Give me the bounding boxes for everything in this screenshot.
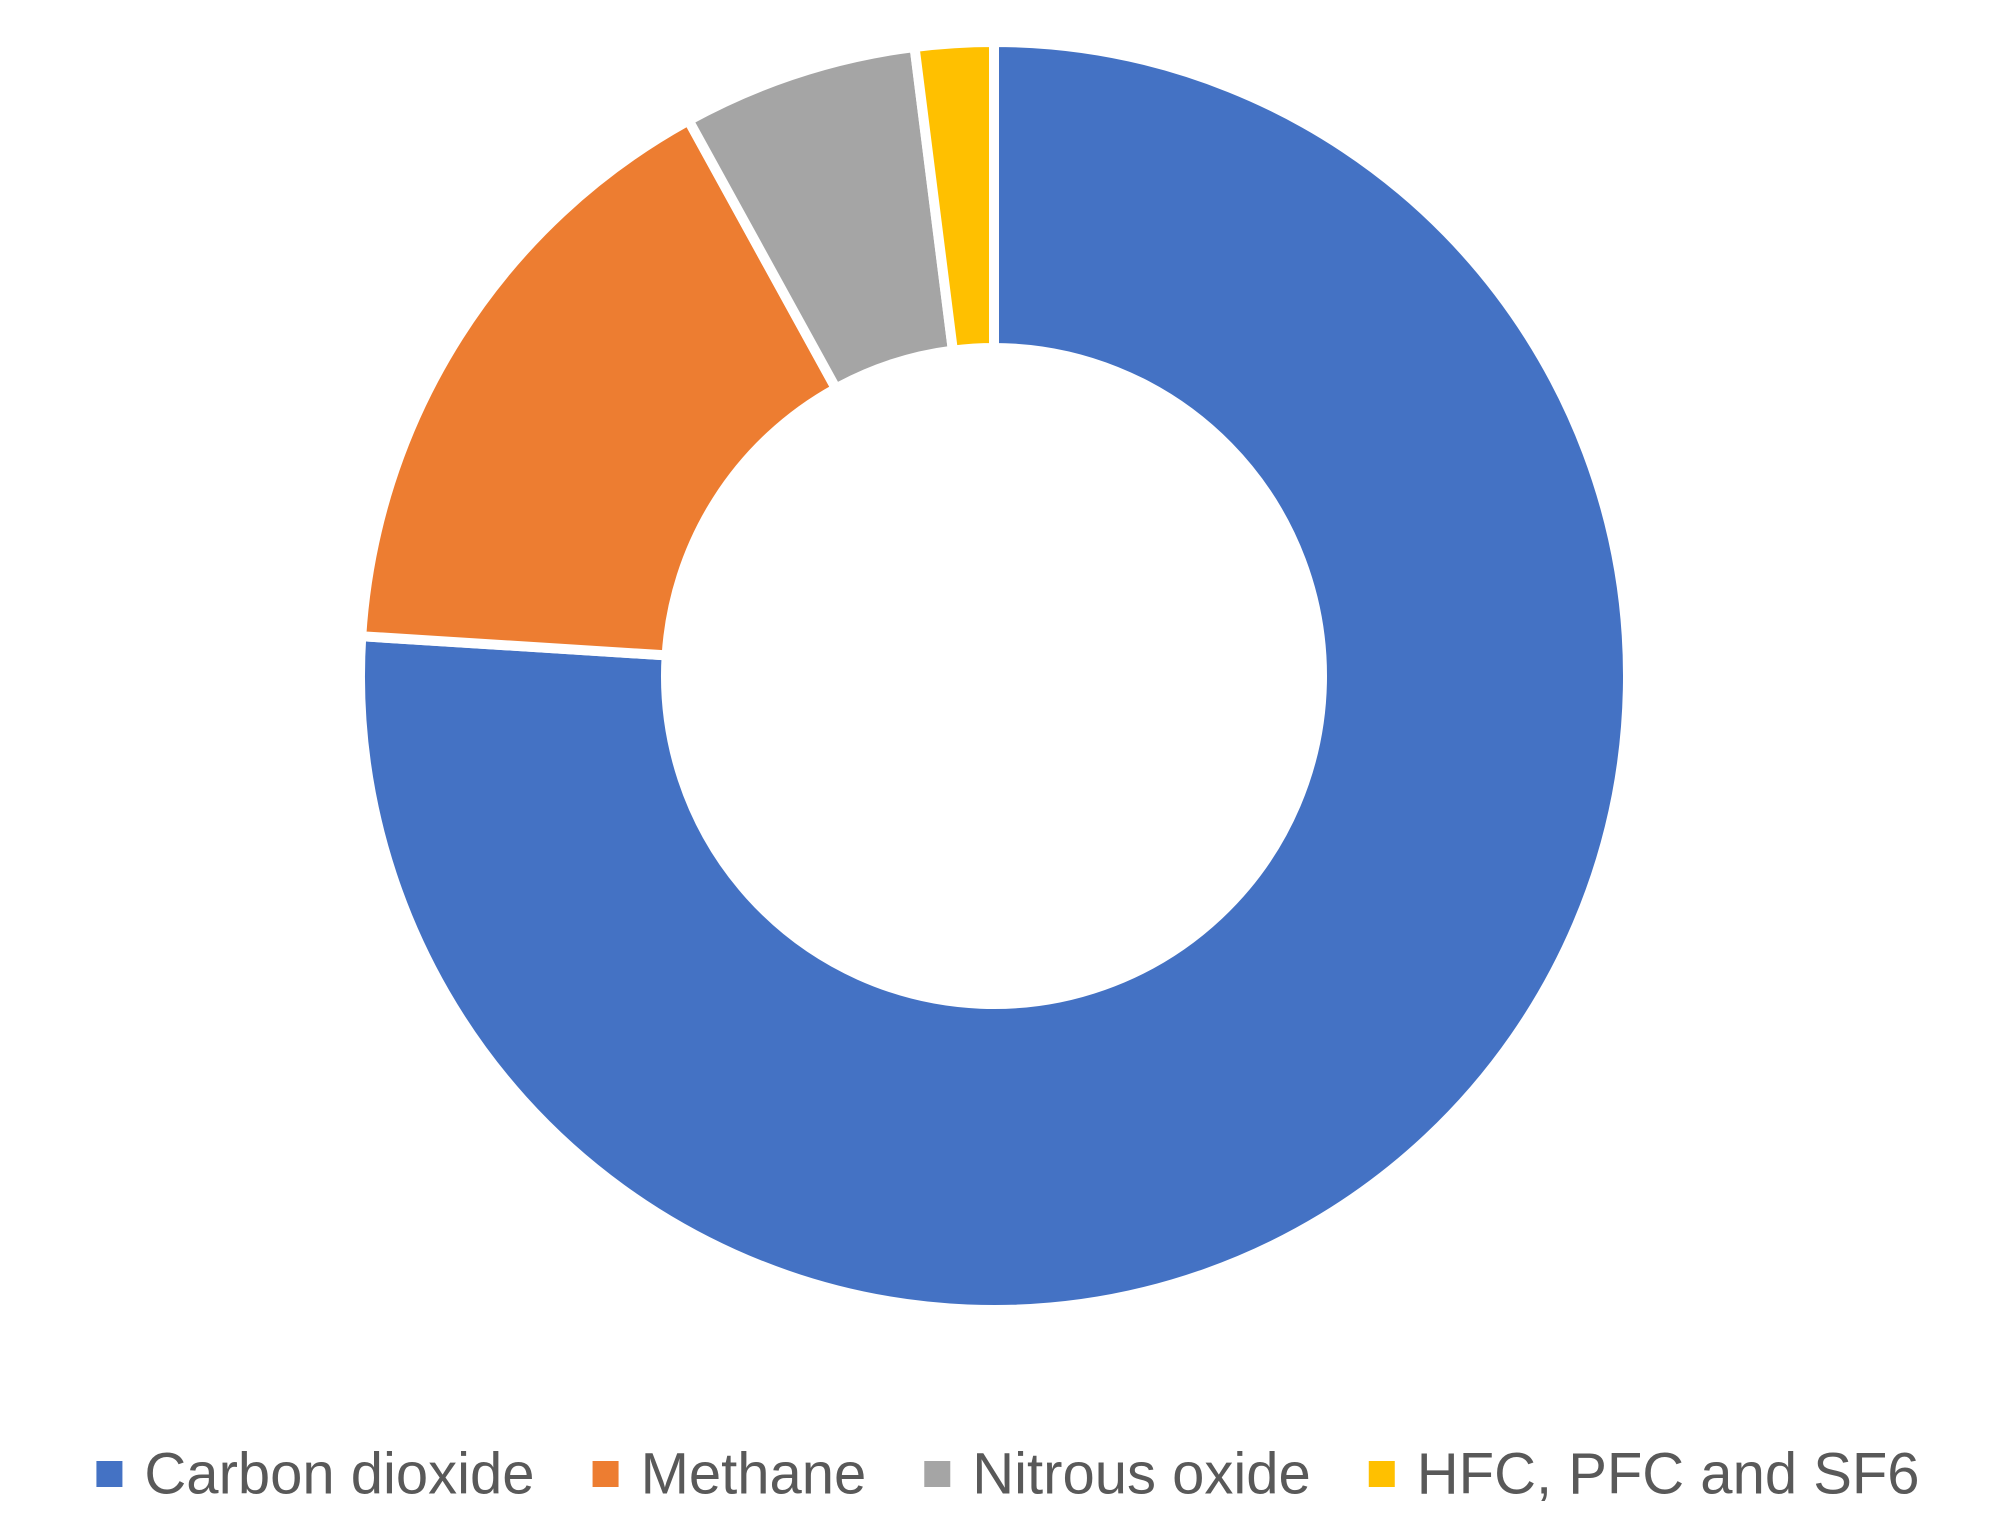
slice-carbon-dioxide xyxy=(355,36,1633,1315)
donut-slices xyxy=(355,36,1633,1315)
chart-legend: Carbon dioxide Methane Nitrous oxide HFC, P… xyxy=(96,1442,1920,1507)
legend-swatch-nitrous-oxide xyxy=(924,1461,951,1487)
legend-swatch-methane xyxy=(592,1461,619,1487)
legend-item-carbon-dioxide: Carbon dioxide xyxy=(96,1442,535,1507)
legend-swatch-carbon-dioxide xyxy=(96,1461,123,1487)
legend-label-nitrous-oxide: Nitrous oxide xyxy=(972,1442,1310,1507)
legend-swatch-hfc-pfc-and-sf6 xyxy=(1368,1461,1395,1487)
legend-label-methane: Methane xyxy=(641,1442,867,1507)
slice-hfc-pfc-and-sf6 xyxy=(908,36,999,357)
slice-methane xyxy=(355,113,843,661)
legend-item-nitrous-oxide: Nitrous oxide xyxy=(924,1442,1311,1507)
legend-item-methane: Methane xyxy=(592,1442,867,1507)
legend-item-hfc-pfc-and-sf6: HFC, PFC and SF6 xyxy=(1368,1442,1920,1507)
legend-label-hfc-pfc-and-sf6: HFC, PFC and SF6 xyxy=(1417,1442,1920,1507)
legend-label-carbon-dioxide: Carbon dioxide xyxy=(144,1442,534,1507)
